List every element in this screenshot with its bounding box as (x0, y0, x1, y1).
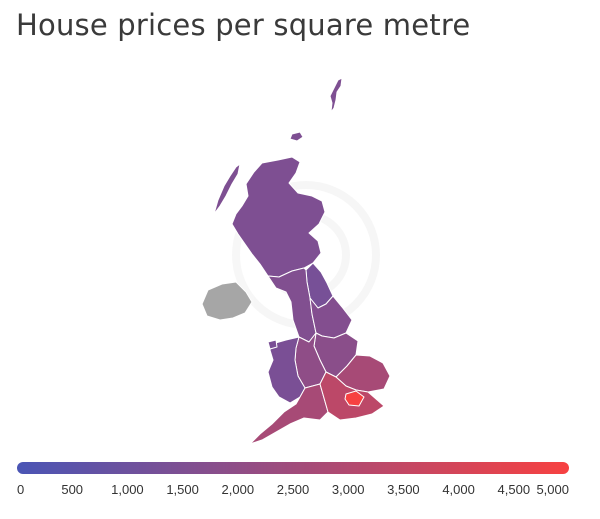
region-northern-ireland[interactable] (201, 281, 253, 321)
region-scotland[interactable] (231, 156, 326, 278)
legend-tick-label: 4,500 (497, 482, 531, 497)
legend-tick-label: 1,000 (111, 482, 144, 497)
uk-choropleth-map (201, 77, 391, 445)
legend-tick-label: 3,500 (387, 482, 420, 497)
legend-tick-label: 1,500 (166, 482, 199, 497)
legend-tick-label: 2,000 (221, 482, 255, 497)
legend-tick-label: 3,000 (331, 482, 365, 497)
legend-tick-label: 5,000 (536, 482, 569, 497)
region-yorkshire-and-the-humber[interactable] (309, 295, 353, 339)
region-outer-hebrides[interactable] (213, 163, 241, 215)
region-anglesey[interactable] (267, 339, 278, 350)
legend-tick-label: 0 (17, 482, 25, 497)
region-london[interactable] (344, 390, 365, 407)
legend-color-scale (17, 462, 569, 474)
map-title: House prices per square metre (16, 8, 471, 42)
region-orkney[interactable] (289, 131, 304, 142)
region-shetland[interactable] (329, 77, 343, 113)
legend-tick-label: 4,000 (442, 482, 475, 497)
legend-tick-label: 2,500 (276, 482, 310, 497)
legend-tick-label: 500 (61, 482, 84, 497)
